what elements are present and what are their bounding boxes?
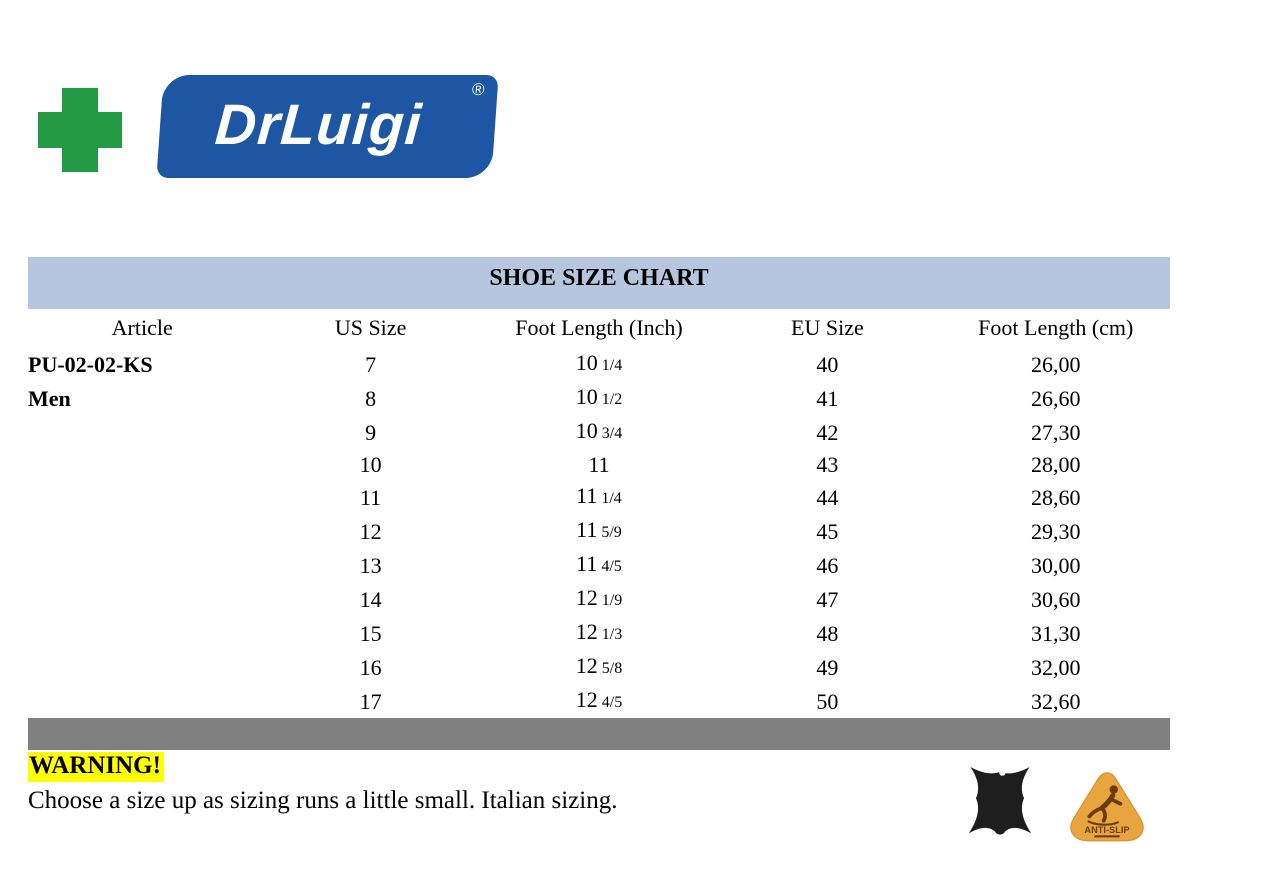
shoe-size-chart: SHOE SIZE CHART Article US Size Foot Len… bbox=[28, 257, 1170, 750]
eu-size-cell: 46 bbox=[816, 552, 839, 578]
table-row: Men 8 10 1/2 41 26,60 bbox=[28, 381, 1170, 415]
article-cell bbox=[28, 650, 256, 684]
foot-length-cm-cell: 30,00 bbox=[1031, 552, 1081, 578]
eu-size-cell: 41 bbox=[816, 385, 839, 411]
foot-length-cm-cell: 32,00 bbox=[1031, 654, 1081, 680]
article-cell bbox=[28, 616, 256, 650]
foot-length-inch-cell: 12 5/8 bbox=[575, 653, 623, 678]
slip-ground-swoosh bbox=[1087, 820, 1119, 826]
us-size-cell: 14 bbox=[359, 586, 382, 612]
leather-hang-hole bbox=[999, 769, 1006, 776]
foot-length-cm-cell: 32,60 bbox=[1031, 688, 1081, 714]
table-row: PU-02-02-KS 7 10 1/4 40 26,00 bbox=[28, 347, 1170, 381]
eu-size-cell: 40 bbox=[816, 351, 839, 377]
chart-title: SHOE SIZE CHART bbox=[489, 265, 709, 291]
badges: ANTI-SLIP bbox=[955, 760, 1155, 852]
foot-length-inch-cell: 12 1/9 bbox=[575, 585, 623, 610]
table-row: 16 12 5/8 49 32,00 bbox=[28, 650, 1170, 684]
foot-length-inch-cell: 11 4/5 bbox=[576, 551, 622, 576]
foot-length-inch-cell: 11 1/4 bbox=[576, 483, 622, 508]
eu-size-cell: 45 bbox=[816, 518, 839, 544]
eu-size-cell: 43 bbox=[816, 452, 839, 477]
table-header-row: Article US Size Foot Length (Inch) EU Si… bbox=[28, 309, 1170, 347]
slipping-figure-head bbox=[1109, 785, 1118, 794]
us-size-cell: 9 bbox=[365, 419, 377, 445]
us-size-cell: 13 bbox=[359, 552, 382, 578]
warning-label: WARNING! bbox=[28, 752, 164, 782]
anti-slip-icon: ANTI-SLIP bbox=[1070, 772, 1144, 842]
chart-title-band: SHOE SIZE CHART bbox=[28, 257, 1170, 309]
us-size-cell: 16 bbox=[359, 654, 382, 680]
foot-length-cm-cell: 28,00 bbox=[1031, 452, 1081, 477]
anti-slip-subline bbox=[1094, 835, 1120, 838]
foot-length-inch-cell: 11 5/9 bbox=[576, 517, 622, 542]
table-row: 9 10 3/4 42 27,30 bbox=[28, 415, 1170, 449]
table-row: 14 12 1/9 47 30,60 bbox=[28, 582, 1170, 616]
foot-length-inch-cell: 10 3/4 bbox=[575, 418, 623, 443]
slipping-figure-leg-front bbox=[1100, 806, 1107, 823]
article-cell: Men bbox=[28, 385, 71, 411]
column-header-eu-size: EU Size bbox=[791, 315, 864, 340]
registered-trademark-symbol: ® bbox=[471, 80, 486, 99]
brand-header: DrLuigi ® bbox=[0, 75, 520, 185]
us-size-cell: 8 bbox=[365, 385, 377, 411]
table-row: 11 11 1/4 44 28,60 bbox=[28, 480, 1170, 514]
us-size-cell: 11 bbox=[359, 484, 382, 510]
size-table-body: PU-02-02-KS 7 10 1/4 40 26,00 Men 8 10 1/2 41 26,… bbox=[28, 347, 1170, 718]
warning-text: Choose a size up as sizing runs a little… bbox=[28, 787, 618, 814]
foot-length-inch-cell: 10 1/2 bbox=[575, 384, 623, 409]
article-cell bbox=[28, 480, 256, 514]
eu-size-cell: 47 bbox=[816, 586, 839, 612]
column-header-us-size: US Size bbox=[334, 315, 407, 340]
article-cell bbox=[28, 449, 256, 480]
eu-size-cell: 49 bbox=[816, 654, 839, 680]
article-cell bbox=[28, 548, 256, 582]
brand-name: DrLuigi bbox=[213, 92, 425, 157]
article-cell bbox=[28, 582, 256, 616]
foot-length-cm-cell: 29,30 bbox=[1031, 518, 1081, 544]
foot-length-cm-cell: 27,30 bbox=[1031, 419, 1081, 445]
column-header-article: Article bbox=[111, 315, 173, 340]
size-table: Article US Size Foot Length (Inch) EU Si… bbox=[28, 309, 1170, 718]
slipping-figure-arm bbox=[1108, 796, 1123, 806]
us-size-cell: 12 bbox=[359, 518, 382, 544]
table-row: 13 11 4/5 46 30,00 bbox=[28, 548, 1170, 582]
genuine-leather-icon bbox=[968, 767, 1032, 835]
table-row: 17 12 4/5 50 32,60 bbox=[28, 684, 1170, 718]
eu-size-cell: 48 bbox=[816, 620, 839, 646]
article-cell bbox=[28, 415, 256, 449]
foot-length-inch-cell: 12 4/5 bbox=[575, 687, 623, 712]
drluigi-logo: DrLuigi ® bbox=[156, 75, 499, 178]
eu-size-cell: 50 bbox=[816, 688, 839, 714]
foot-length-cm-cell: 31,30 bbox=[1031, 620, 1081, 646]
column-header-foot-length-cm: Foot Length (cm) bbox=[978, 315, 1134, 340]
table-footer-bar bbox=[28, 718, 1170, 750]
anti-slip-label: ANTI-SLIP bbox=[1084, 825, 1129, 835]
foot-length-inch-cell: 12 1/3 bbox=[575, 619, 623, 644]
foot-length-cm-cell: 28,60 bbox=[1031, 484, 1081, 510]
foot-length-inch-cell: 11 bbox=[588, 452, 610, 477]
us-size-cell: 7 bbox=[365, 351, 377, 377]
table-row: 10 11 43 28,00 bbox=[28, 449, 1170, 480]
eu-size-cell: 44 bbox=[816, 484, 839, 510]
eu-size-cell: 42 bbox=[816, 419, 839, 445]
green-cross-icon bbox=[38, 88, 122, 172]
table-row: 12 11 5/9 45 29,30 bbox=[28, 514, 1170, 548]
foot-length-cm-cell: 26,60 bbox=[1031, 385, 1081, 411]
article-cell bbox=[28, 684, 256, 718]
table-row: 15 12 1/3 48 31,30 bbox=[28, 616, 1170, 650]
article-cell bbox=[28, 514, 256, 548]
column-header-foot-length-inch: Foot Length (Inch) bbox=[515, 315, 683, 340]
foot-length-cm-cell: 30,60 bbox=[1031, 586, 1081, 612]
foot-length-cm-cell: 26,00 bbox=[1031, 351, 1081, 377]
article-cell: PU-02-02-KS bbox=[28, 351, 153, 377]
us-size-cell: 15 bbox=[359, 620, 382, 646]
warning-section: WARNING! Choose a size up as sizing runs… bbox=[28, 752, 788, 815]
foot-length-inch-cell: 10 1/4 bbox=[575, 350, 623, 375]
us-size-cell: 10 bbox=[359, 452, 382, 477]
us-size-cell: 17 bbox=[359, 688, 382, 714]
